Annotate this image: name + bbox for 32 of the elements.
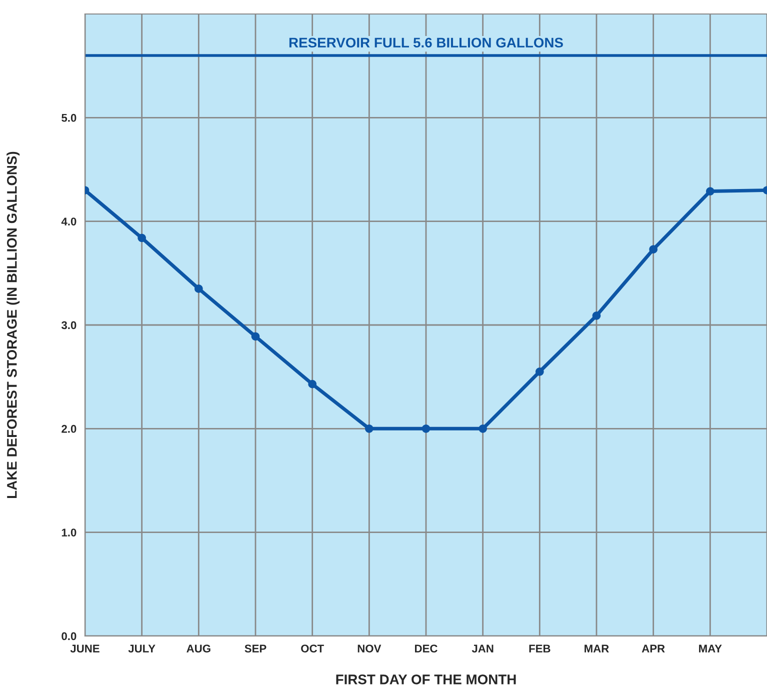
x-tick-label: OCT [301, 644, 324, 652]
y-tick-label: 1.0 [62, 528, 76, 536]
point [138, 234, 146, 242]
point [308, 380, 316, 388]
x-tick-label: APR [642, 644, 665, 652]
x-tick-label: MAY [699, 644, 722, 652]
point [365, 424, 374, 433]
point [536, 367, 544, 376]
x-tick-label: JAN [472, 644, 494, 652]
y-axis-title: LAKE DEFOREST STORAGE (IN BILLION GALLONS) [6, 152, 20, 498]
y-tick-label: 3.0 [61, 321, 76, 330]
x-tick-label: JULY [128, 644, 156, 652]
point [194, 284, 203, 293]
ref-line-label: RESERVOIR FULL 5.6 BILLION GALLONS [289, 38, 563, 48]
x-tick-label: MAR [584, 644, 609, 652]
y-tick-label: 4.0 [61, 218, 76, 226]
x-axis-title: FIRST DAY OF THE MONTH [336, 674, 516, 684]
x-tick-label: NOV [358, 644, 382, 652]
y-tick-label: 5.0 [62, 114, 76, 122]
point [592, 312, 601, 320]
point [649, 245, 658, 254]
x-tick-label: AUG [186, 644, 210, 652]
y-tick-label: 0.0 [62, 632, 76, 640]
point [478, 424, 487, 433]
point [251, 332, 260, 341]
x-tick-label: SEP [244, 644, 266, 652]
x-tick-label: FEB [529, 644, 550, 652]
x-tick-label: JUNE [70, 644, 100, 652]
x-tick-label: DEC [415, 644, 438, 652]
point [422, 424, 430, 433]
point [706, 187, 714, 196]
y-tick-label: 2.0 [62, 424, 76, 433]
